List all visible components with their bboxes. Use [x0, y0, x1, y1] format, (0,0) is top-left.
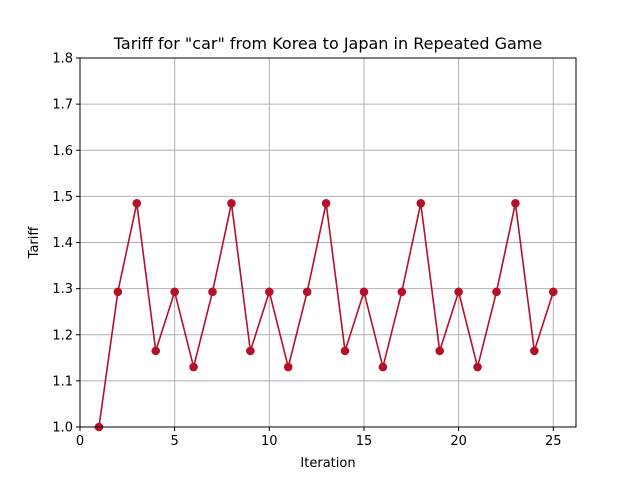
data-point	[340, 346, 350, 356]
data-point	[454, 287, 463, 297]
y-tick-label: 1.1	[52, 374, 73, 389]
y-tick-label: 1.3	[52, 282, 73, 297]
data-point	[378, 362, 388, 372]
data-point	[359, 287, 369, 297]
data-point	[473, 362, 482, 372]
y-tick-label: 1.8	[52, 52, 73, 67]
x-axis-label: Iteration	[300, 456, 355, 471]
data-point	[227, 198, 236, 208]
data-point	[189, 362, 198, 372]
data-point	[435, 346, 444, 356]
y-axis: 1.0 1.1 1.2 1.3 1.4 1.5 1.6 1.7 1.8	[52, 52, 80, 436]
data-point	[511, 198, 520, 208]
data-point	[530, 346, 539, 356]
data-point	[132, 198, 142, 208]
data-point	[321, 198, 331, 208]
data-point	[170, 287, 179, 297]
y-tick-label: 1.2	[52, 328, 73, 343]
y-tick-label: 1.0	[52, 421, 73, 436]
data-point	[283, 362, 293, 372]
data-point	[548, 287, 558, 297]
data-point	[397, 287, 407, 297]
grid-lines	[79, 57, 576, 428]
y-tick-label: 1.5	[52, 190, 73, 205]
data-point	[302, 287, 312, 297]
data-point	[151, 346, 161, 356]
data-point	[492, 287, 501, 297]
x-axis: 0 5 10 15 20 25	[76, 427, 562, 449]
x-tick-label: 0	[76, 434, 84, 449]
data-point	[265, 287, 274, 297]
y-axis-label: Tariff	[27, 226, 42, 260]
x-tick-label: 15	[356, 434, 373, 449]
x-tick-label: 25	[545, 434, 562, 449]
data-point	[246, 346, 255, 356]
x-tick-label: 5	[171, 434, 179, 449]
y-tick-label: 1.7	[52, 98, 73, 113]
chart-title: Tariff for "car" from Korea to Japan in …	[113, 34, 542, 53]
series-layer	[94, 198, 558, 432]
x-tick-label: 10	[261, 434, 278, 449]
data-point	[113, 287, 123, 297]
x-tick-label: 20	[450, 434, 467, 449]
data-point	[416, 198, 426, 208]
data-point	[208, 287, 217, 297]
y-tick-label: 1.4	[52, 236, 73, 251]
y-tick-label: 1.6	[52, 144, 73, 159]
